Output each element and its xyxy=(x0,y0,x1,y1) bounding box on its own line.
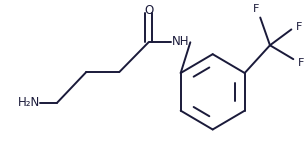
Text: H₂N: H₂N xyxy=(18,96,40,109)
Text: NH: NH xyxy=(172,35,189,48)
Text: F: F xyxy=(253,4,260,14)
Text: F: F xyxy=(296,22,302,32)
Text: F: F xyxy=(298,58,304,68)
Text: O: O xyxy=(144,4,153,17)
